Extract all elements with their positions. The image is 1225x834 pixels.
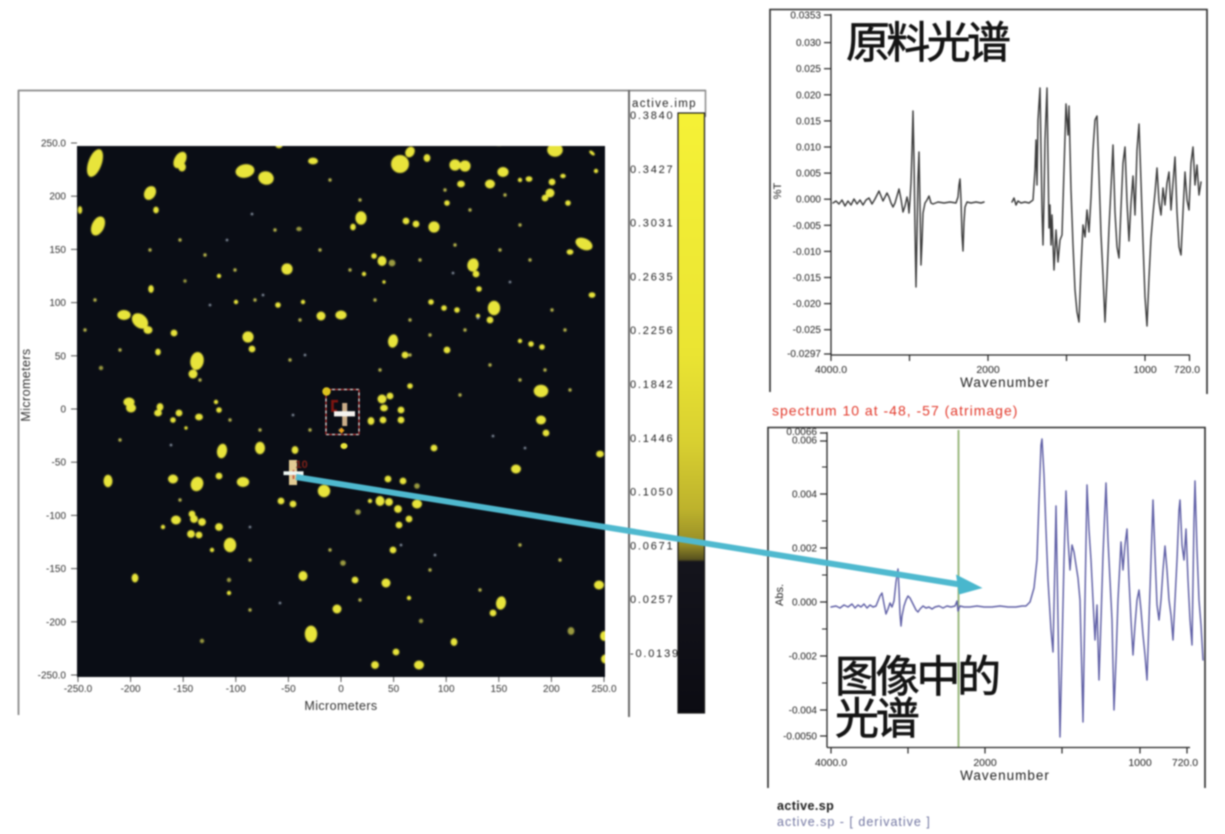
svg-text:0.0671: 0.0671 xyxy=(630,540,674,552)
svg-text:-250.0: -250.0 xyxy=(64,684,93,695)
svg-text:0.020: 0.020 xyxy=(796,90,821,101)
svg-text:-0.002: -0.002 xyxy=(789,652,818,663)
svg-text:1000: 1000 xyxy=(1133,364,1157,376)
svg-text:100: 100 xyxy=(49,298,66,309)
svg-text:0.2256: 0.2256 xyxy=(630,325,674,337)
svg-text:0.1446: 0.1446 xyxy=(630,433,674,445)
svg-text:-50: -50 xyxy=(281,684,296,695)
svg-text:250.0: 250.0 xyxy=(41,139,66,150)
svg-text:active.sp - [ derivative ]: active.sp - [ derivative ] xyxy=(777,815,931,829)
svg-text:0.005: 0.005 xyxy=(796,169,821,180)
svg-text:-250.0: -250.0 xyxy=(38,671,67,682)
svg-text:active.sp: active.sp xyxy=(777,799,834,813)
svg-text:200: 200 xyxy=(49,192,66,203)
svg-text:-100: -100 xyxy=(46,511,66,522)
svg-text:0.006: 0.006 xyxy=(792,436,817,447)
svg-text:150: 150 xyxy=(490,684,507,695)
svg-text:Micrometers: Micrometers xyxy=(19,348,33,421)
svg-text:Wavenumber: Wavenumber xyxy=(960,768,1050,783)
svg-text:Abs.: Abs. xyxy=(774,584,786,606)
svg-text:-200: -200 xyxy=(46,617,66,628)
svg-text:-0.025: -0.025 xyxy=(793,325,822,336)
svg-text:0.3427: 0.3427 xyxy=(630,164,674,176)
svg-text:0.015: 0.015 xyxy=(796,116,821,127)
svg-text:0.004: 0.004 xyxy=(792,490,817,501)
svg-text:-0.005: -0.005 xyxy=(793,221,822,232)
svg-text:0.000: 0.000 xyxy=(792,598,817,609)
svg-text:0.025: 0.025 xyxy=(796,64,821,75)
svg-text:50: 50 xyxy=(55,351,67,362)
svg-text:0: 0 xyxy=(60,405,66,416)
svg-text:10: 10 xyxy=(296,459,308,471)
svg-text:-0.0139: -0.0139 xyxy=(630,648,680,660)
svg-text:Micrometers: Micrometers xyxy=(304,699,377,713)
svg-text:-200: -200 xyxy=(121,684,141,695)
svg-text:0.0066: 0.0066 xyxy=(786,427,817,438)
svg-text:720.0: 720.0 xyxy=(1172,757,1198,769)
svg-text:0.002: 0.002 xyxy=(792,544,817,555)
svg-text:-0.020: -0.020 xyxy=(793,299,822,310)
svg-text:2000: 2000 xyxy=(973,757,997,769)
svg-text:-0.0050: -0.0050 xyxy=(783,732,817,743)
svg-text:-150: -150 xyxy=(173,684,193,695)
svg-text:0.000: 0.000 xyxy=(796,195,821,206)
svg-text:0.0353: 0.0353 xyxy=(790,11,821,22)
svg-text:-0.010: -0.010 xyxy=(793,247,822,258)
svg-text:%T: %T xyxy=(772,182,784,199)
svg-text:-50: -50 xyxy=(52,458,67,469)
svg-text:-100: -100 xyxy=(226,684,246,695)
svg-text:Wavenumber: Wavenumber xyxy=(960,375,1050,390)
svg-text:200: 200 xyxy=(543,684,560,695)
svg-text:250.0: 250.0 xyxy=(591,684,616,695)
svg-text:0.3031: 0.3031 xyxy=(630,218,674,230)
svg-text:4000.0: 4000.0 xyxy=(815,757,847,769)
svg-text:0.2635: 0.2635 xyxy=(630,271,674,283)
svg-text:0.1050: 0.1050 xyxy=(630,487,674,499)
svg-text:0.0257: 0.0257 xyxy=(630,594,674,606)
svg-text:-0.004: -0.004 xyxy=(789,706,818,717)
svg-text:0.010: 0.010 xyxy=(796,143,821,154)
svg-text:-0.0297: -0.0297 xyxy=(787,349,821,360)
svg-text:720.0: 720.0 xyxy=(1174,364,1200,376)
svg-text:spectrum 10 at -48, -57 (atrim: spectrum 10 at -48, -57 (atrimage) xyxy=(772,403,1018,419)
svg-text:-150: -150 xyxy=(46,564,66,575)
svg-text:50: 50 xyxy=(388,684,400,695)
svg-text:0: 0 xyxy=(338,684,344,695)
svg-text:100: 100 xyxy=(438,684,455,695)
svg-text:0.030: 0.030 xyxy=(796,38,821,49)
svg-text:-0.015: -0.015 xyxy=(793,273,822,284)
svg-text:4000.0: 4000.0 xyxy=(815,364,847,376)
svg-text:active.imp: active.imp xyxy=(632,98,697,110)
svg-text:1000: 1000 xyxy=(1128,757,1152,769)
svg-text:150: 150 xyxy=(49,245,66,256)
svg-text:2000: 2000 xyxy=(976,364,1000,376)
svg-text:0.1842: 0.1842 xyxy=(630,379,674,391)
svg-text:0.3840: 0.3840 xyxy=(630,110,674,122)
